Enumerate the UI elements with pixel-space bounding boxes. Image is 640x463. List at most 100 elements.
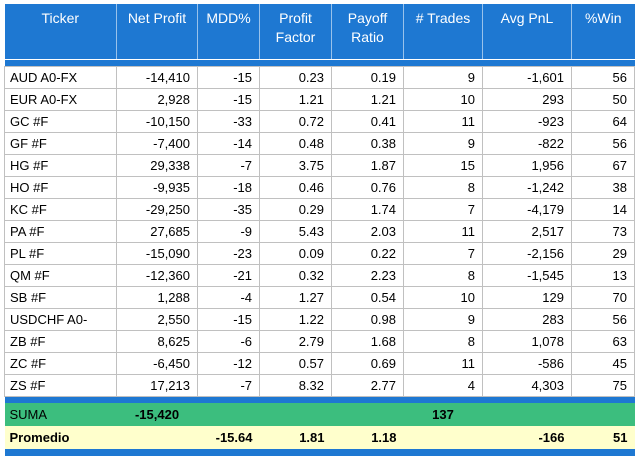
table-row: PL #F -15,090 -23 0.09 0.22 7 -2,156 29: [4, 241, 635, 265]
value-cell: 0.54: [331, 285, 404, 309]
promedio-avg-pnl: -166: [482, 426, 572, 449]
value-cell: 2,928: [116, 87, 198, 111]
value-cell: -6: [197, 329, 260, 353]
suma-trades: 137: [403, 403, 483, 426]
value-cell: 9: [403, 65, 483, 89]
ticker-cell: KC #F: [4, 197, 117, 221]
value-cell: -9,935: [116, 175, 198, 199]
value-cell: 56: [571, 131, 635, 155]
suma-row: SUMA -15,420 137: [4, 403, 635, 426]
value-cell: 2.23: [331, 263, 404, 287]
value-cell: -14,410: [116, 65, 198, 89]
value-cell: 4: [403, 373, 483, 397]
value-cell: 1.87: [331, 153, 404, 177]
value-cell: -14: [197, 131, 260, 155]
value-cell: -4,179: [482, 197, 572, 221]
promedio-empty-cell: [403, 426, 483, 449]
ticker-cell: EUR A0-FX: [4, 87, 117, 111]
value-cell: 10: [403, 285, 483, 309]
value-cell: 50: [571, 87, 635, 111]
value-cell: 0.76: [331, 175, 404, 199]
value-cell: 283: [482, 307, 572, 331]
ticker-cell: GC #F: [4, 109, 117, 133]
value-cell: -7,400: [116, 131, 198, 155]
value-cell: 0.23: [259, 65, 332, 89]
value-cell: 56: [571, 65, 635, 89]
value-cell: 8.32: [259, 373, 332, 397]
table-row: AUD A0-FX -14,410 -15 0.23 0.19 9 -1,601 56: [4, 65, 635, 89]
value-cell: 0.22: [331, 241, 404, 265]
table-row: SB #F 1,288 -4 1.27 0.54 10 129 70: [4, 285, 635, 309]
value-cell: 10: [403, 87, 483, 111]
ticker-cell: ZS #F: [4, 373, 117, 397]
value-cell: 3.75: [259, 153, 332, 177]
value-cell: -15: [197, 307, 260, 331]
table-row: ZC #F -6,450 -12 0.57 0.69 11 -586 45: [4, 351, 635, 375]
value-cell: -21: [197, 263, 260, 287]
value-cell: 0.72: [259, 109, 332, 133]
ticker-cell: AUD A0-FX: [4, 65, 117, 89]
value-cell: -1,545: [482, 263, 572, 287]
value-cell: -586: [482, 351, 572, 375]
value-cell: -1,242: [482, 175, 572, 199]
value-cell: 64: [571, 109, 635, 133]
value-cell: -1,601: [482, 65, 572, 89]
value-cell: 15: [403, 153, 483, 177]
ticker-cell: SB #F: [4, 285, 117, 309]
value-cell: 56: [571, 307, 635, 331]
col-header-trades: # Trades: [403, 4, 483, 60]
value-cell: -33: [197, 109, 260, 133]
suma-empty-cell: [259, 403, 332, 426]
value-cell: -12: [197, 351, 260, 375]
value-cell: 293: [482, 87, 572, 111]
table-row: HO #F -9,935 -18 0.46 0.76 8 -1,242 38: [4, 175, 635, 199]
value-cell: 0.69: [331, 351, 404, 375]
table-row: USDCHF A0- 2,550 -15 1.22 0.98 9 283 56: [4, 307, 635, 331]
value-cell: 1,288: [116, 285, 198, 309]
value-cell: -923: [482, 109, 572, 133]
promedio-win: 51: [571, 426, 635, 449]
value-cell: 1.21: [259, 87, 332, 111]
value-cell: 0.29: [259, 197, 332, 221]
table-body: AUD A0-FX -14,410 -15 0.23 0.19 9 -1,601 56 EUR …: [4, 65, 635, 397]
value-cell: 9: [403, 307, 483, 331]
value-cell: -12,360: [116, 263, 198, 287]
value-cell: 0.19: [331, 65, 404, 89]
col-header-avg-pnl: Avg PnL: [482, 4, 572, 60]
divider-strip-mid: [4, 396, 635, 403]
table-row: ZB #F 8,625 -6 2.79 1.68 8 1,078 63: [4, 329, 635, 353]
value-cell: 0.46: [259, 175, 332, 199]
ticker-cell: GF #F: [4, 131, 117, 155]
value-cell: -29,250: [116, 197, 198, 221]
value-cell: 0.09: [259, 241, 332, 265]
table-row: ZS #F 17,213 -7 8.32 2.77 4 4,303 75: [4, 373, 635, 397]
divider-strip-top: [4, 59, 635, 66]
value-cell: 75: [571, 373, 635, 397]
promedio-empty-cell: [116, 426, 198, 449]
promedio-payoff-ratio: 1.18: [331, 426, 404, 449]
ticker-cell: QM #F: [4, 263, 117, 287]
col-header-payoff-ratio: Payoff Ratio: [331, 4, 404, 60]
value-cell: 129: [482, 285, 572, 309]
value-cell: 0.98: [331, 307, 404, 331]
value-cell: 7: [403, 241, 483, 265]
value-cell: -4: [197, 285, 260, 309]
value-cell: 0.57: [259, 351, 332, 375]
value-cell: 11: [403, 109, 483, 133]
col-header-ticker: Ticker: [4, 4, 117, 60]
table-row: PA #F 27,685 -9 5.43 2.03 11 2,517 73: [4, 219, 635, 243]
value-cell: 29: [571, 241, 635, 265]
value-cell: 2.03: [331, 219, 404, 243]
value-cell: -15,090: [116, 241, 198, 265]
value-cell: 8: [403, 329, 483, 353]
value-cell: 8: [403, 263, 483, 287]
value-cell: -822: [482, 131, 572, 155]
ticker-cell: PA #F: [4, 219, 117, 243]
suma-label: SUMA: [4, 403, 117, 426]
suma-empty-cell: [482, 403, 572, 426]
value-cell: 1.21: [331, 87, 404, 111]
performance-table: Ticker Net Profit MDD% Profit Factor Pay…: [4, 4, 635, 456]
value-cell: -18: [197, 175, 260, 199]
value-cell: 1,078: [482, 329, 572, 353]
